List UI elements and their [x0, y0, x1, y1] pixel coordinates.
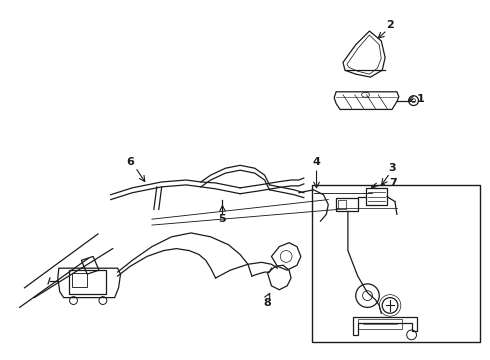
Bar [72, 273, 87, 287]
Text: 6: 6 [126, 157, 134, 167]
Text: 4: 4 [313, 157, 320, 167]
Bar [338, 199, 346, 210]
Text: 5: 5 [219, 214, 226, 224]
Text: 1: 1 [416, 94, 424, 104]
Bar [366, 188, 387, 206]
Text: 7: 7 [389, 178, 397, 188]
Text: 2: 2 [386, 20, 394, 30]
Bar [69, 270, 106, 294]
Text: 8: 8 [264, 298, 271, 309]
Bar [312, 185, 480, 342]
Text: 3: 3 [388, 163, 396, 173]
Bar [358, 319, 402, 329]
Bar [336, 198, 358, 211]
